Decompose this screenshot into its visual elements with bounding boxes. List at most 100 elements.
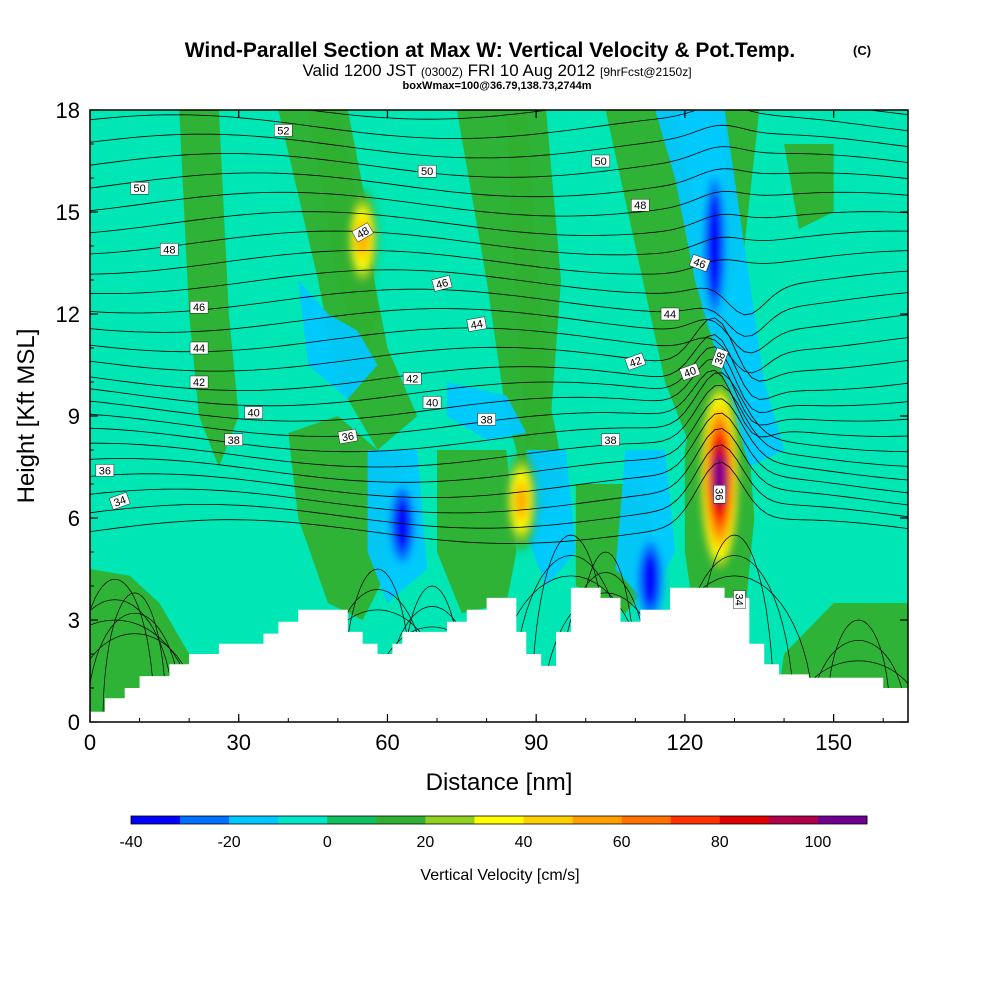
isentrope-label-7: 46 [189,301,209,314]
colorbar-segment-6 [425,816,475,824]
updraft-core-layer-10 [715,464,724,490]
downdraft-mid-layer-3 [397,509,408,541]
svg-text:48: 48 [634,200,646,212]
colorbar-label: Vertical Velocity [cm/s] [420,867,579,884]
isentrope-label-12: 44 [660,307,680,321]
isentrope-1 [90,444,908,529]
velocity-band-3 [308,110,378,365]
x-tick-label-0: 0 [84,730,96,755]
colorbar-segment-5 [376,816,426,824]
isentrope-16 [90,250,908,275]
colorbar-segment-4 [327,816,377,824]
svg-text:48: 48 [355,225,372,242]
low-contour-7-0 [826,619,891,722]
svg-text:36: 36 [341,430,355,444]
svg-text:44: 44 [193,343,205,355]
isentrope-21 [90,146,908,178]
plot-area: 52 50 50 50 48 48 48 46 46 46 44 44 44 42 42 42 40 40 40 38… [90,16,908,722]
isentrope-label-22: 38 [710,347,729,369]
isentrope-19 [90,190,908,217]
isentrope-9 [90,346,908,413]
x-tick-label-5: 150 [815,730,852,755]
isentrope-8 [90,357,908,426]
velocity-band-12 [437,450,517,614]
colorbar-segment-11 [670,816,721,824]
isentrope-labels: 52 50 50 50 48 48 48 46 46 46 44 44 44 42 42 42 40 40 40 38… [95,124,746,609]
isentrope-label-15: 42 [624,352,647,371]
isentrope-label-8: 46 [431,275,453,292]
isentrope-7 [90,369,908,438]
velocity-band-15 [446,382,527,440]
isentrope-label-19: 38 [224,433,243,447]
colorbar-segment-9 [572,816,623,824]
velocity-band-17 [526,450,576,586]
svg-text:42: 42 [406,374,418,386]
isentrope-label-23: 36 [95,464,115,477]
isentrope-5 [90,384,908,468]
y-tick-label-0: 0 [68,710,80,735]
svg-text:50: 50 [421,166,433,178]
isentrope-0 [90,461,908,544]
isentrope-label-16: 40 [244,406,263,420]
colorbar-segment-12 [719,816,770,824]
svg-text:44: 44 [664,309,676,321]
isentrope-14 [90,288,908,337]
colorbar-tick-label-2: 0 [323,834,332,851]
y-tick-label-4: 12 [56,302,80,327]
colorbar-segment-2 [229,816,279,824]
colorbar-tick-label-6: 80 [711,834,729,851]
svg-text:46: 46 [692,256,708,271]
svg-text:44: 44 [470,318,484,332]
y-tick-label-6: 18 [56,98,80,123]
svg-text:36: 36 [713,488,725,500]
isentrope-label-13: 42 [189,375,209,389]
colorbar-segment-13 [768,816,819,824]
isentrope-10 [90,334,908,400]
x-tick-label-3: 90 [524,730,548,755]
y-axis-label: Height [Kft MSL] [13,329,40,504]
isentrope-label-21: 38 [601,433,620,447]
isentrope-label-26: 34 [108,492,131,510]
isentrope-2 [90,428,908,514]
isentrope-label-9: 46 [689,254,711,272]
isentrope-label-11: 44 [466,316,487,332]
x-tick-label-2: 60 [375,730,399,755]
isentrope-22 [90,124,908,159]
low-contour-1-0 [102,592,167,722]
velocity-band-1 [179,110,239,467]
svg-text:38: 38 [604,435,616,447]
svg-text:52: 52 [277,125,289,137]
velocity-band-9 [784,144,834,229]
svg-text:38: 38 [228,435,240,447]
isentrope-label-24: 36 [337,428,358,444]
svg-text:46: 46 [435,277,450,292]
svg-text:42: 42 [628,355,644,370]
colorbar-segment-8 [523,816,574,824]
isentrope-label-0: 52 [274,124,293,137]
copyright-mark: (C) [853,43,871,58]
svg-text:40: 40 [247,408,259,420]
isentrope-12 [90,327,908,374]
x-axis-label: Distance [nm] [426,769,573,796]
isentrope-23 [90,110,908,140]
colorbar-segment-10 [621,816,672,824]
isentrope-label-20: 38 [477,413,496,426]
isentrope-label-5: 48 [351,222,374,243]
isentrope-15 [90,269,908,316]
svg-text:40: 40 [682,365,698,380]
isentrope-label-27: 34 [732,590,746,609]
y-tick-label-2: 6 [68,506,80,531]
velocity-band-5 [506,110,561,450]
isentrope-20 [90,168,908,198]
colorbar-tick-label-3: 20 [417,834,435,851]
terrain [90,587,908,722]
isentrope-3 [90,412,908,498]
isentrope-label-25: 36 [713,485,726,504]
isentrope-28 [90,16,908,42]
svg-text:50: 50 [595,156,607,168]
colorbar-segment-3 [278,816,328,824]
isentrope-label-4: 48 [160,243,179,256]
isentrope-13 [90,308,908,354]
colorbar-segment-7 [474,816,525,824]
